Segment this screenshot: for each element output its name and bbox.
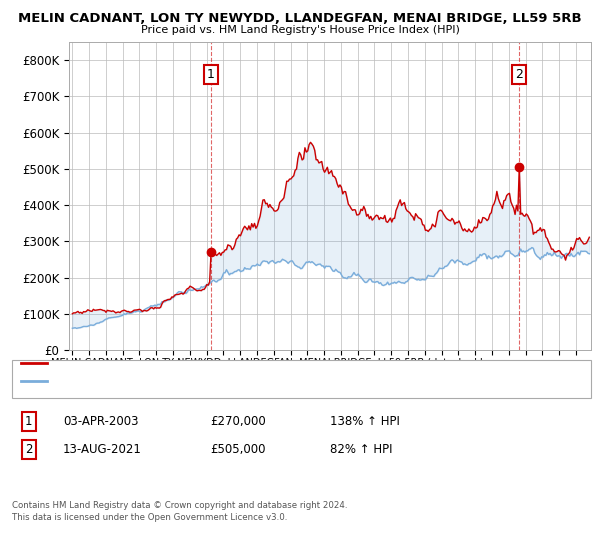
- Text: 13-AUG-2021: 13-AUG-2021: [63, 442, 142, 456]
- Text: MELIN CADNANT, LON TY NEWYDD, LLANDEGFAN, MENAI BRIDGE, LL59 5RB: MELIN CADNANT, LON TY NEWYDD, LLANDEGFAN…: [18, 12, 582, 25]
- Text: 1: 1: [25, 414, 32, 428]
- Text: MELIN CADNANT, LON TY NEWYDD, LLANDEGFAN, MENAI BRIDGE, LL59 5RB (detached h: MELIN CADNANT, LON TY NEWYDD, LLANDEGFAN…: [51, 358, 486, 368]
- Text: 2: 2: [515, 68, 523, 81]
- Text: 03-APR-2003: 03-APR-2003: [63, 414, 139, 428]
- Text: £505,000: £505,000: [210, 442, 265, 456]
- Text: 2: 2: [25, 442, 32, 456]
- Text: Contains HM Land Registry data © Crown copyright and database right 2024.: Contains HM Land Registry data © Crown c…: [12, 501, 347, 510]
- Text: This data is licensed under the Open Government Licence v3.0.: This data is licensed under the Open Gov…: [12, 514, 287, 522]
- Text: 138% ↑ HPI: 138% ↑ HPI: [330, 414, 400, 428]
- Text: Price paid vs. HM Land Registry's House Price Index (HPI): Price paid vs. HM Land Registry's House …: [140, 25, 460, 35]
- Text: HPI: Average price, detached house, Isle of Anglesey: HPI: Average price, detached house, Isle…: [51, 376, 309, 386]
- Text: £270,000: £270,000: [210, 414, 266, 428]
- Text: 1: 1: [207, 68, 215, 81]
- Text: 82% ↑ HPI: 82% ↑ HPI: [330, 442, 392, 456]
